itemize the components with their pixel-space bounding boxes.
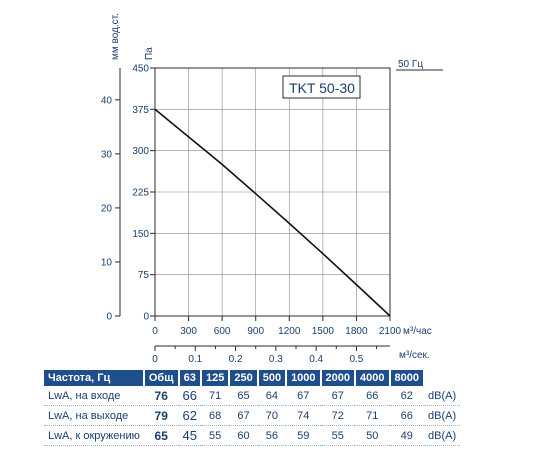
mm-axis-label: мм вод.ст. [110,13,121,60]
row-label: LwA, на выходе [44,405,144,426]
header-общ: Общ [143,370,180,386]
x-tick-label: 1500 [312,326,335,337]
row-unit: dB(A) [424,425,461,446]
x2-axis-label: м³/сек. [399,350,430,361]
x2-tick-label: 0 [152,354,158,365]
y-tick-label: 0 [143,312,149,323]
row-value: 65 [229,386,258,406]
model-label-box [282,75,361,99]
x-tick-label: 300 [180,326,197,337]
table-row: LwA, на входе 76 66 71 65 64 67 67 66 62 dB(A) [44,386,461,406]
x2-tick-label: 0.3 [269,354,283,365]
row-value: 67 [320,386,356,406]
header-8000: 8000 [389,370,426,386]
mm-tick-label: 20 [101,203,113,214]
row-value: 66 [178,386,201,406]
header-250: 250 [229,370,259,386]
y-tick-label: 225 [132,188,149,199]
header-4000: 4000 [355,370,391,386]
row-value: 70 [257,405,287,426]
x-tick-label: 600 [214,326,231,337]
row-value: 50 [355,425,390,446]
y-tick-label: 75 [138,270,150,281]
y-tick-label: 150 [132,229,149,240]
frequency-label: 50 Гц [398,59,423,70]
x2-tick-label: 0.4 [309,354,323,365]
x2-tick-label: 0.1 [188,354,202,365]
row-value: 55 [200,425,230,446]
performance-curve [154,108,391,317]
row-value: 62 [389,386,424,406]
row-unit: dB(A) [424,386,461,406]
row-value: 59 [286,425,321,446]
row-value: 71 [200,386,230,406]
row-value: 64 [257,386,287,406]
x2-tick-label: 0.2 [229,354,243,365]
row-value: 66 [355,386,390,406]
pressure-axis-label: Па [144,47,155,60]
header-125: 125 [200,370,231,386]
grid [155,68,390,316]
table-header-row: Частота, Гц Общ 63 125 250 500 1000 2000 4000 800… [44,370,462,386]
x-axis-label: м³/час [403,326,432,337]
header-frequency: Частота, Гц [44,370,145,386]
axis-ticks [115,67,391,351]
row-value: 60 [229,425,258,446]
row-value: 66 [389,405,424,426]
row-value: 55 [320,425,356,446]
header-500: 500 [257,370,288,386]
row-value: 67 [286,386,321,406]
x2-tick-label: 0.5 [349,354,363,365]
mm-tick-label: 30 [101,149,113,160]
row-label: LwA, на входе [44,386,144,406]
table-row: LwA, на выходе 79 62 68 67 70 74 72 71 66 dB(A) [44,405,461,426]
x-tick-label: 2100 [379,326,402,337]
row-value: 62 [178,405,201,426]
table-row: LwA, к окружению 65 45 55 60 56 59 55 50 49 dB(A) [44,425,461,446]
row-value: 67 [229,405,258,426]
header-2000: 2000 [320,370,357,386]
model-label: TKT 50-30 [289,80,355,96]
header-unit [424,370,462,386]
x-tick-label: 1800 [345,326,368,337]
x-tick-label: 0 [152,326,158,337]
noise-table: Частота, Гц Общ 63 125 250 500 1000 2000 4000 800… [44,370,462,446]
x-tick-label: 900 [247,326,264,337]
row-total: 76 [143,386,179,406]
y-tick-label: 300 [132,146,149,157]
y-tick-label: 375 [132,105,149,116]
header-63: 63 [178,370,203,386]
y-tick-label: 450 [132,64,149,75]
row-value: 68 [200,405,230,426]
header-1000: 1000 [286,370,322,386]
x-tick-label: 1200 [278,326,301,337]
mm-tick-label: 40 [101,95,113,106]
series [154,108,391,317]
row-value: 45 [178,425,201,446]
row-value: 72 [320,405,356,426]
row-value: 74 [286,405,321,426]
row-unit: dB(A) [424,405,461,426]
row-value: 49 [389,425,424,446]
row-label: LwA, к окружению [44,425,144,446]
row-value: 56 [257,425,287,446]
table-body: LwA, на входе 76 66 71 65 64 67 67 66 62 dB(A) LwA,… [44,386,461,446]
mm-tick-label: 10 [101,257,113,268]
row-total: 65 [143,425,179,446]
row-value: 71 [355,405,390,426]
row-total: 79 [143,405,179,426]
mm-tick-label: 0 [106,312,112,323]
